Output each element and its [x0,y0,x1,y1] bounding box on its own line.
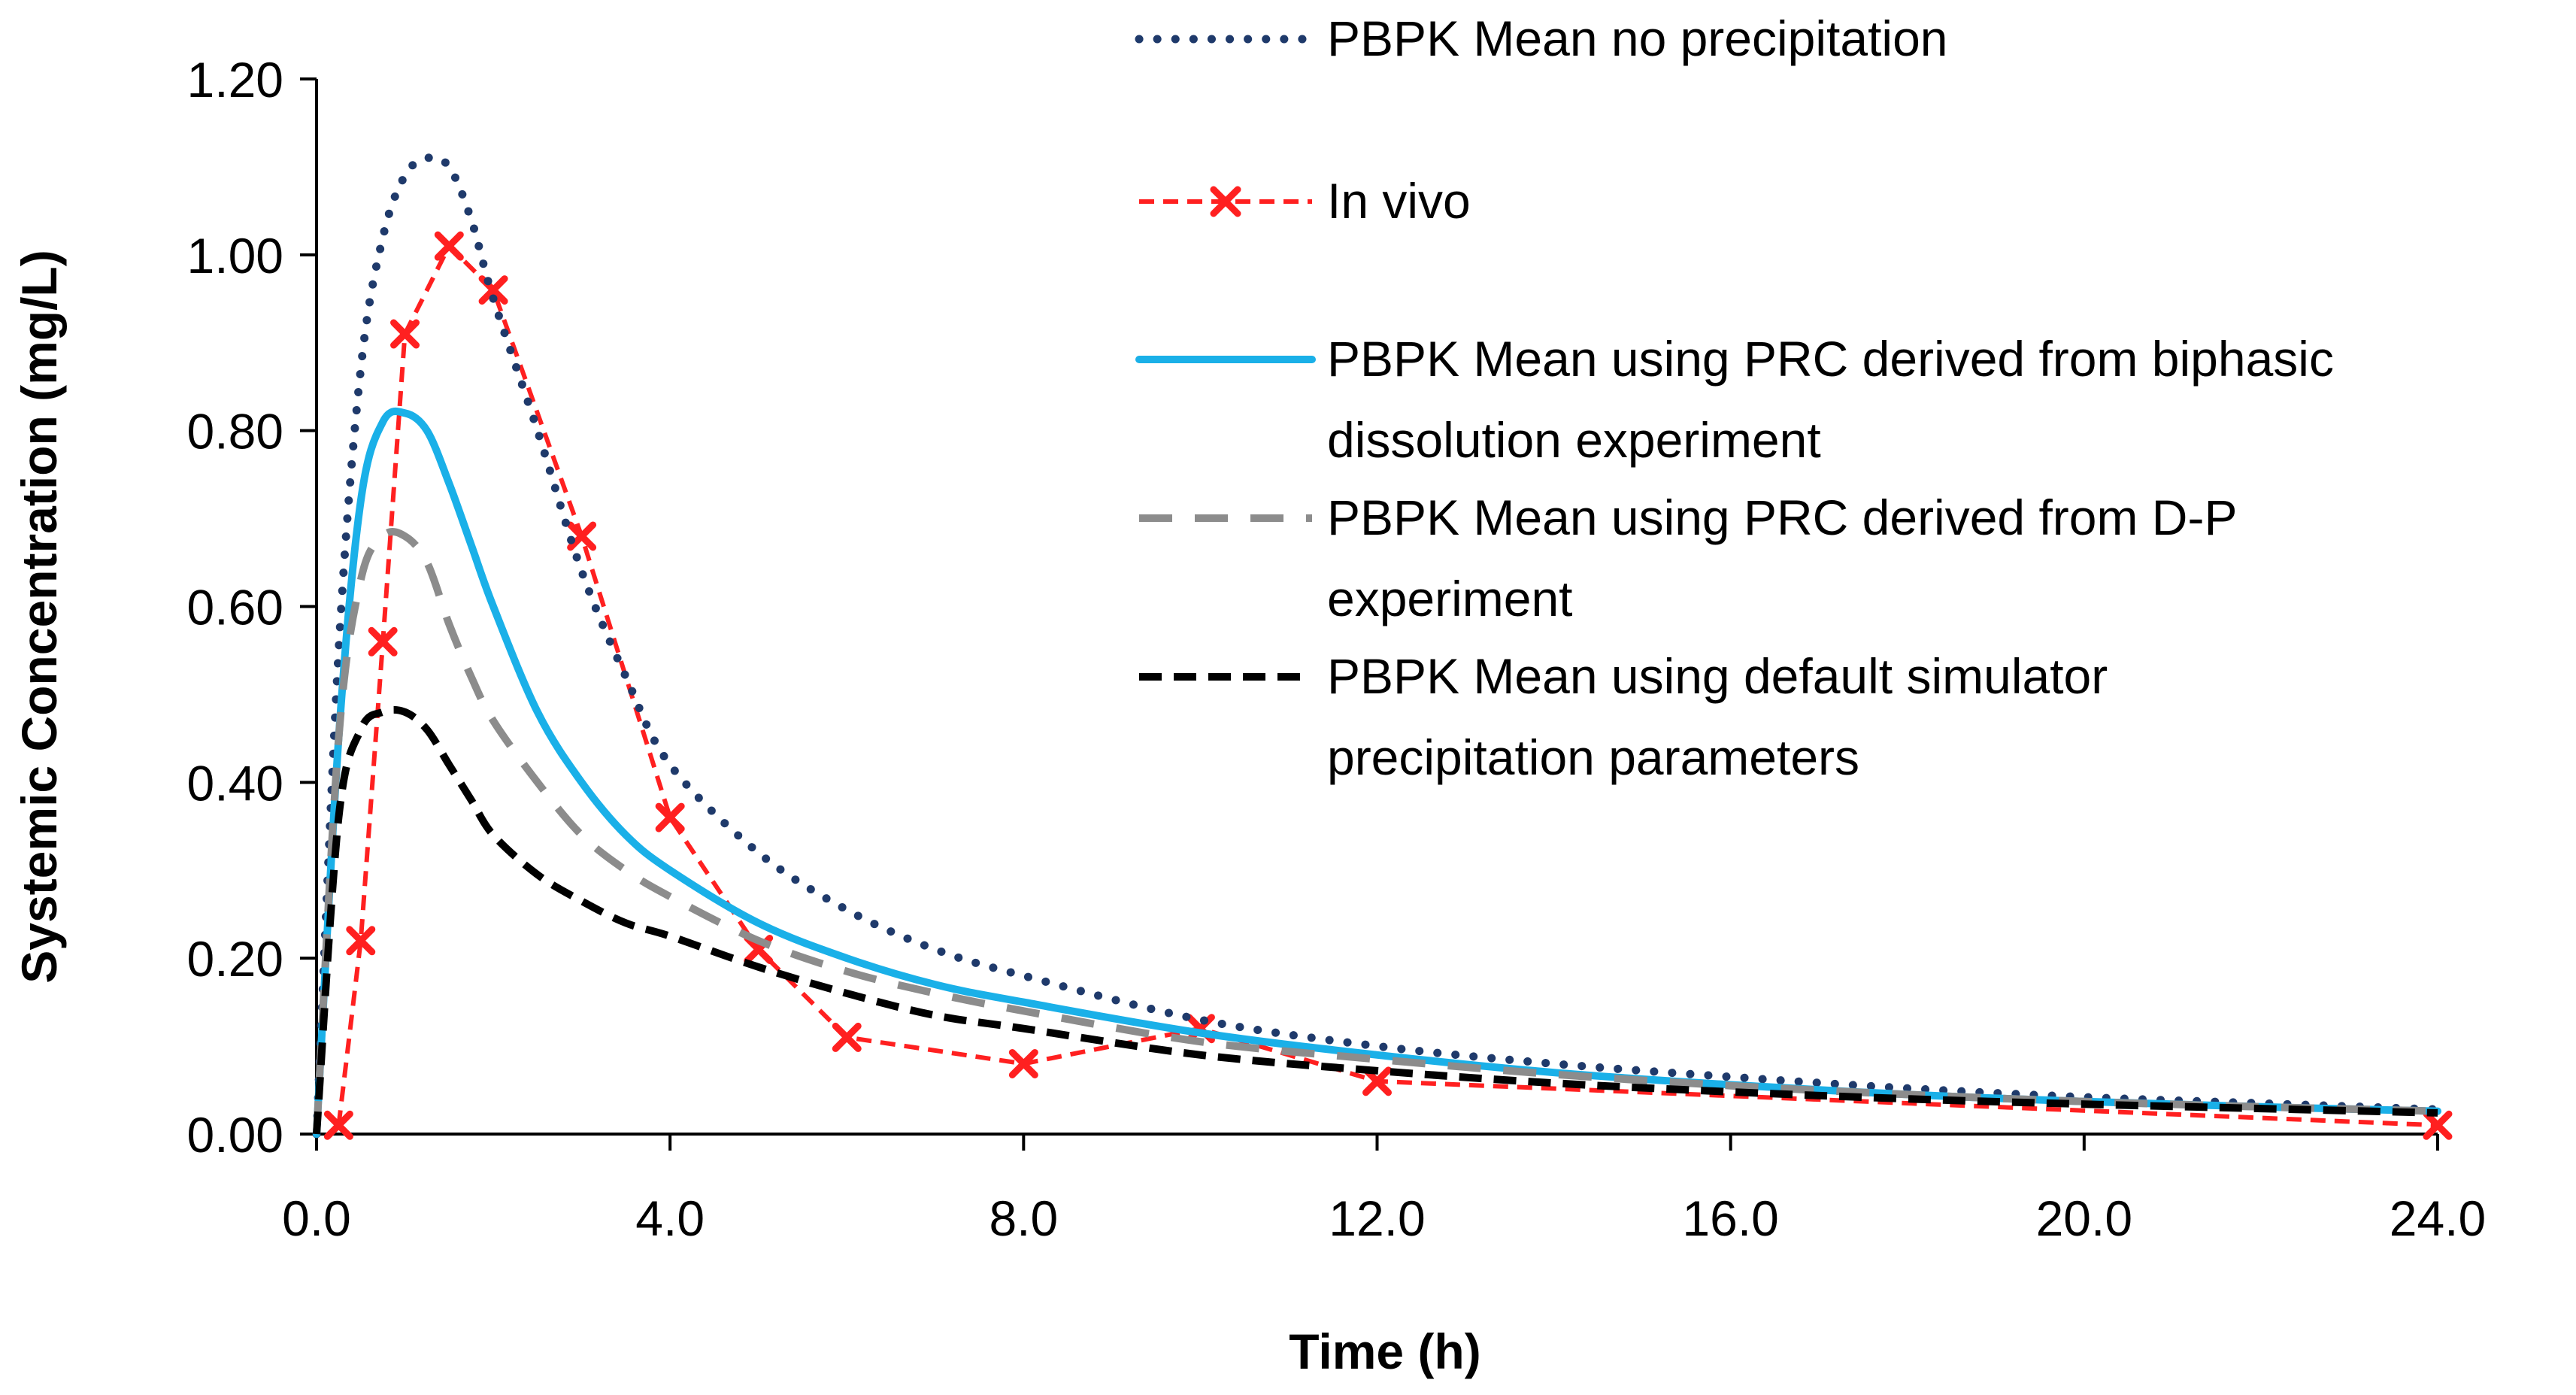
legend-label: PBPK Mean using PRC derived from D-P [1327,490,2237,545]
y-tick-label: 0.00 [187,1107,283,1163]
series-line [312,153,2442,1139]
y-tick-label: 0.40 [187,755,283,811]
data-point-marker [323,1110,353,1140]
data-point-marker [1008,1048,1038,1078]
data-point-marker [655,802,685,832]
data-point-marker [434,231,464,261]
data-point-marker [368,626,398,657]
legend-label: In vivo [1327,173,1471,229]
legend-label: PBPK Mean no precipitation [1327,11,1947,66]
series-line [313,705,2438,1135]
y-axis-title: Systemic Concentration (mg/L) [11,250,67,983]
legend-entry: PBPK Mean using default simulator precipi… [1139,648,2108,785]
x-axis-title: Time (h) [1289,1324,1480,1379]
x-tick-label: 16.0 [1682,1190,1778,1246]
legend-label: PBPK Mean using default simulator [1327,648,2108,704]
y-tick-label: 1.20 [187,52,283,108]
legend-marker [1210,186,1241,217]
data-point-marker [2423,1110,2453,1140]
legend-label: precipitation parameters [1327,729,1859,785]
data-point-marker [567,521,597,551]
series-0 [312,153,2442,1139]
data-point-marker [346,926,376,956]
legend-entry: PBPK Mean no precipitation [1135,11,1947,66]
y-tick-label: 0.60 [187,580,283,635]
legend-entry: PBPK Mean using PRC derived from biphasi… [1135,331,2334,468]
legend-label: PBPK Mean using PRC derived from biphasi… [1327,331,2334,387]
y-tick-label: 1.00 [187,228,283,284]
x-tick-label: 24.0 [2390,1190,2486,1246]
series-line [313,528,2438,1135]
series-3 [313,528,2438,1135]
chart-series [312,153,2453,1140]
x-tick-label: 8.0 [989,1190,1058,1246]
chart-legend: PBPK Mean no precipitation In vivo PBPK Me… [1135,11,2334,785]
series-4 [313,705,2438,1135]
data-point-marker [832,1022,862,1052]
series-line [336,244,2438,1128]
x-tick-label: 4.0 [635,1190,705,1246]
legend-entry: PBPK Mean using PRC derived from D-P expe… [1139,490,2237,626]
chart-axes: 0.00 0.20 0.40 0.60 0.80 1.00 1.20 0.0 4.0 8.0 12.… [187,52,2487,1246]
y-tick-label: 0.20 [187,931,283,987]
x-tick-label: 0.0 [282,1190,351,1246]
series-1 [323,231,2453,1140]
x-tick-label: 20.0 [2036,1190,2132,1246]
y-tick-label: 0.80 [187,404,283,459]
x-tick-label: 12.0 [1329,1190,1425,1246]
legend-label: experiment [1327,571,1573,626]
data-point-marker [390,319,420,349]
legend-entry: In vivo [1139,173,1471,229]
legend-label: dissolution experiment [1327,412,1821,468]
